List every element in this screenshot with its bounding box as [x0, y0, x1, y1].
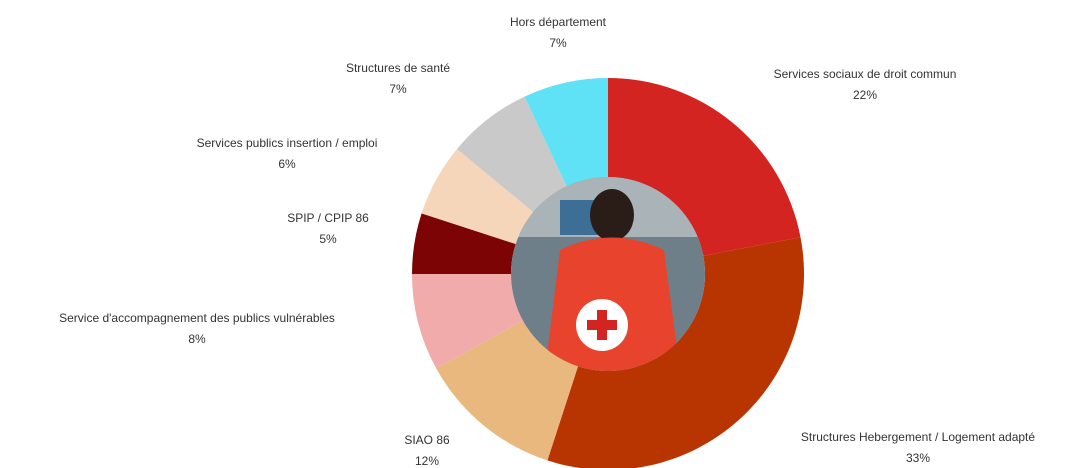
slice-label: Service d'accompagnement des publics vul…	[59, 311, 335, 325]
slice-label: Services sociaux de droit commun	[774, 67, 957, 81]
slice-value-label: 33%	[906, 451, 930, 465]
slice-label: SIAO 86	[404, 433, 450, 447]
slice-value-label: 22%	[853, 88, 877, 102]
slice-value-label: 7%	[549, 36, 567, 50]
slice-label: Structures de santé	[346, 61, 450, 75]
slice-label: Services publics insertion / emploi	[197, 136, 378, 150]
slice-value-label: 6%	[278, 157, 296, 171]
center-photo	[511, 177, 705, 371]
slice-label: Structures Hebergement / Logement adapté	[801, 430, 1035, 444]
slice-value-label: 12%	[415, 454, 439, 468]
slice-value-label: 5%	[319, 232, 337, 246]
slice-value-label: 7%	[389, 82, 407, 96]
chart: Services sociaux de droit commun 22% Struc…	[0, 0, 1079, 468]
slice-label: SPIP / CPIP 86	[287, 211, 369, 225]
slice-value-label: 8%	[188, 332, 206, 346]
slice-label: Hors département	[510, 15, 607, 29]
